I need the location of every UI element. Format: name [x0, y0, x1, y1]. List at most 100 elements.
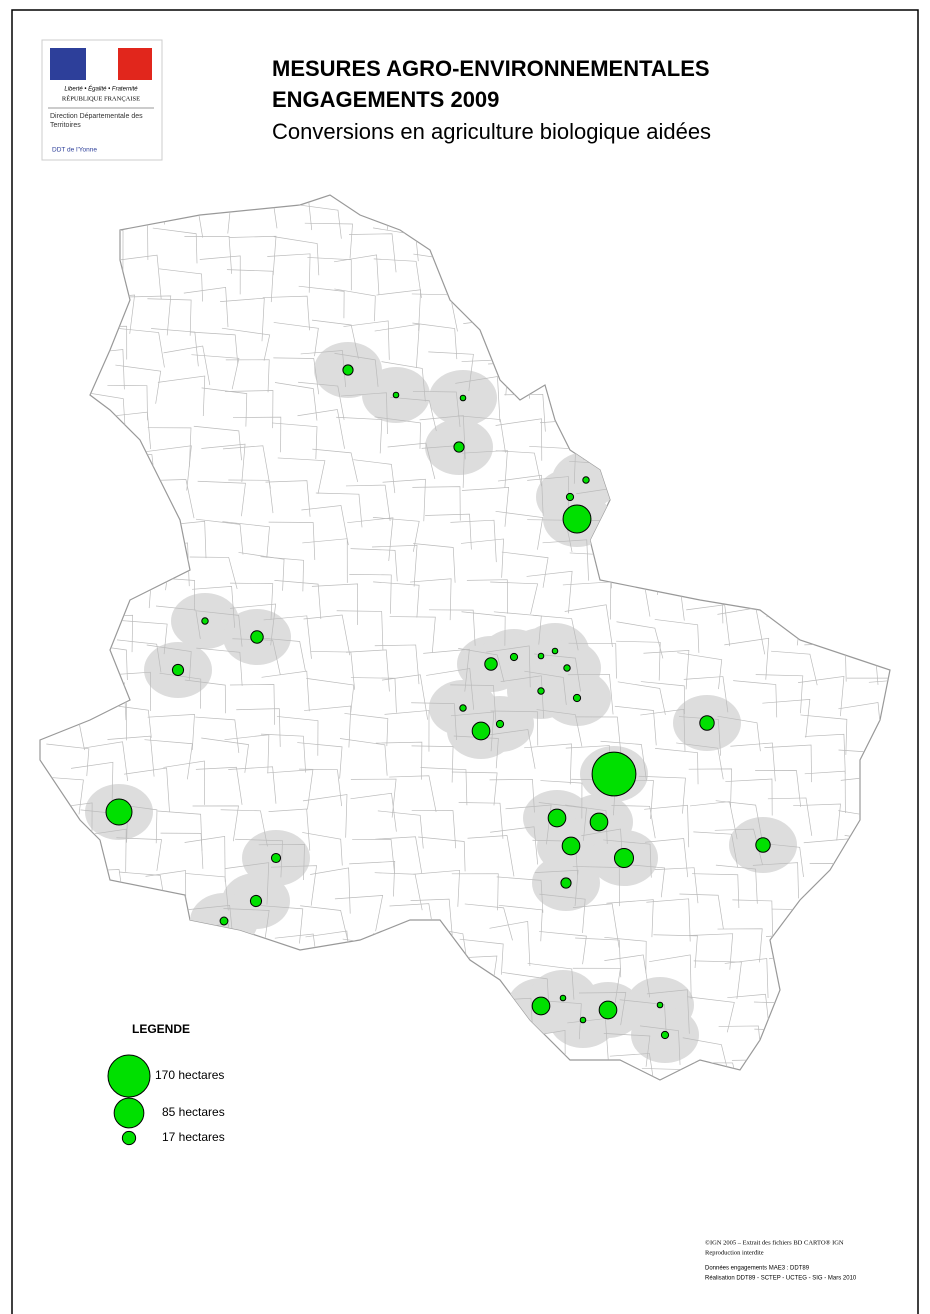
commune-boundary: [727, 203, 769, 237]
commune-boundary: [843, 959, 889, 1005]
commune-boundary: [344, 713, 389, 747]
commune-boundary: [535, 1089, 581, 1127]
commune-boundary: [678, 716, 721, 756]
commune-boundary: [228, 766, 277, 804]
commune-boundary: [69, 1056, 115, 1080]
commune-boundary: [419, 415, 466, 460]
commune-boundary: [123, 767, 170, 812]
commune-boundary: [426, 1025, 470, 1068]
commune-boundary: [123, 934, 171, 972]
commune-boundary: [527, 476, 569, 520]
commune-boundary: [767, 797, 813, 836]
commune-boundary: [723, 489, 768, 523]
commune-boundary: [83, 741, 129, 781]
commune-boundary: [732, 899, 774, 939]
commune-boundary: [579, 992, 627, 1026]
commune-boundary: [691, 517, 739, 551]
commune-boundary: [791, 225, 837, 266]
commune-boundary: [333, 254, 380, 295]
commune-boundary: [302, 832, 343, 866]
hectare-circle: [459, 704, 467, 712]
commune-boundary: [461, 486, 510, 527]
commune-boundary: [271, 422, 318, 460]
commune-boundary: [527, 962, 575, 1000]
commune-boundary: [46, 332, 93, 367]
commune-boundary: [40, 589, 80, 624]
commune-boundary: [155, 605, 201, 640]
legend-label: 85 hectares: [162, 1105, 225, 1119]
commune-boundary: [654, 867, 699, 904]
commune-boundary: [646, 898, 691, 942]
commune-boundary: [686, 604, 731, 647]
commune-boundary: [678, 226, 726, 268]
commune-boundary: [617, 863, 666, 898]
commune-boundary: [424, 963, 472, 999]
commune-boundary: [429, 195, 473, 234]
commune-boundary: [612, 364, 660, 402]
commune-boundary: [376, 289, 422, 331]
commune-boundary: [40, 644, 72, 687]
commune-boundary: [390, 396, 437, 432]
commune-boundary: [69, 202, 114, 243]
commune-boundary: [693, 1093, 738, 1134]
commune-boundary: [350, 778, 397, 818]
commune-boundary: [882, 361, 890, 395]
commune-boundary: [532, 614, 579, 651]
commune-boundary: [832, 864, 880, 901]
commune-boundary: [276, 716, 319, 756]
commune-boundary: [798, 675, 845, 717]
commune-boundary: [410, 898, 453, 939]
commune-boundary: [423, 1093, 467, 1129]
commune-boundary: [638, 775, 686, 814]
commune-boundary: [616, 512, 665, 554]
commune-boundary: [577, 287, 621, 331]
hectare-circle: [219, 916, 229, 926]
commune-boundary: [268, 808, 311, 851]
commune-boundary: [801, 1102, 846, 1141]
hectare-circle: [547, 808, 567, 828]
commune-boundary: [717, 715, 761, 752]
commune-boundary: [146, 445, 192, 491]
hectare-circle: [105, 798, 133, 826]
commune-boundary: [229, 582, 274, 620]
commune-boundary: [68, 446, 117, 481]
commune-boundary: [793, 995, 841, 1038]
commune-boundary: [721, 1094, 767, 1127]
commune-boundary: [796, 1034, 837, 1071]
commune-boundary: [184, 679, 226, 714]
commune-boundary: [800, 924, 845, 969]
commune-boundary: [727, 295, 776, 329]
commune-boundary: [350, 792, 397, 832]
commune-boundary: [160, 832, 204, 869]
commune-boundary: [229, 684, 275, 725]
commune-boundary: [193, 425, 242, 461]
commune-boundary: [828, 1089, 875, 1131]
commune-boundary: [871, 745, 890, 778]
commune-boundary: [568, 642, 617, 679]
commune-boundary: [298, 381, 345, 420]
commune-boundary: [654, 619, 700, 653]
commune-boundary: [388, 1087, 432, 1127]
commune-boundary: [536, 709, 583, 747]
commune-boundary: [604, 936, 647, 974]
commune-boundary: [334, 353, 379, 387]
commune-boundary: [451, 771, 498, 806]
commune-boundary: [224, 1005, 268, 1040]
hectare-circle: [565, 492, 575, 502]
commune-boundary: [766, 523, 811, 560]
commune-boundary: [502, 972, 550, 1011]
hectare-circle: [656, 1001, 664, 1009]
commune-boundary: [40, 683, 83, 721]
commune-boundary: [420, 767, 468, 806]
commune-boundary: [270, 865, 317, 906]
commune-boundary: [832, 195, 879, 227]
flag-red: [118, 48, 152, 80]
map: [39, 194, 891, 1141]
commune-boundary: [115, 518, 164, 553]
commune-boundary: [676, 538, 724, 581]
commune-boundary: [646, 1094, 694, 1140]
commune-boundary: [40, 233, 74, 274]
commune-boundary: [831, 1029, 876, 1072]
commune-boundary: [486, 1060, 534, 1080]
commune-boundary: [730, 742, 776, 782]
